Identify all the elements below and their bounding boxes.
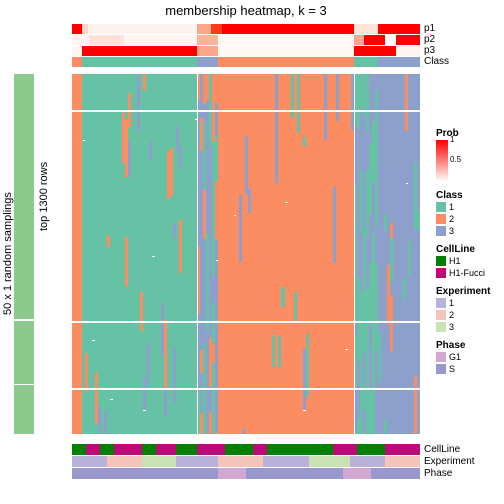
legend-title-cellline: CellLine: [436, 244, 475, 255]
bottom-annotation-cellline: [72, 444, 420, 455]
bottom-annotation-label-phase: Phase: [424, 468, 452, 479]
legend-swatch: [436, 226, 446, 236]
top-annotation-label-p2: p2: [424, 34, 435, 45]
top-annotation-p1: [72, 24, 420, 34]
top-annotation-p3: [72, 46, 420, 56]
legend-swatch: [436, 364, 446, 374]
legend-swatch: [436, 256, 446, 266]
legend-label: 3: [449, 322, 454, 332]
legend-label: 2: [449, 310, 454, 320]
legend-item-cellline: H1: [436, 256, 461, 266]
legend-swatch: [436, 268, 446, 278]
top-annotation-label-p1: p1: [424, 23, 435, 34]
legend-item-cellline: H1-Fucci: [436, 268, 485, 278]
legend-title-experiment: Experiment: [436, 286, 490, 297]
legend-label: G1: [449, 352, 461, 362]
heatmap-body: [72, 74, 420, 434]
legend-label: H1-Fucci: [449, 268, 485, 278]
bottom-annotation-label-cellline: CellLine: [424, 444, 460, 455]
legend-label: 1: [449, 202, 454, 212]
legend-item-class: 2: [436, 214, 454, 224]
legend-title-prob: Prob: [436, 128, 459, 139]
top-annotation-label-p3: p3: [424, 45, 435, 56]
top-annotation-class: [72, 57, 420, 67]
legend-item-phase: G1: [436, 352, 461, 362]
left-dendro-block: [14, 74, 34, 319]
bottom-annotation-phase: [72, 468, 420, 479]
legend-swatch: [436, 202, 446, 212]
top-annotation-label-class: Class: [424, 56, 449, 67]
legend-label: S: [449, 364, 455, 374]
top-annotation-p2: [72, 35, 420, 45]
legend-item-class: 3: [436, 226, 454, 236]
legend-prob-tick: 0.5: [450, 155, 461, 164]
legend-label: 2: [449, 214, 454, 224]
legend-swatch: [436, 322, 446, 332]
legend-title-phase: Phase: [436, 340, 465, 351]
legend-item-class: 1: [436, 202, 454, 212]
left-dendro-block: [14, 321, 34, 384]
legend-swatch: [436, 214, 446, 224]
legend-swatch: [436, 352, 446, 362]
legend-label: H1: [449, 256, 461, 266]
legend-swatch: [436, 310, 446, 320]
legend-item-phase: S: [436, 364, 455, 374]
legend-swatch: [436, 298, 446, 308]
bottom-annotation-experiment: [72, 456, 420, 467]
legend-prob-gradient: [436, 140, 448, 180]
ylabel-samplings: 50 x 1 random samplings: [2, 184, 14, 324]
legend-prob-tick: 1: [450, 135, 454, 144]
chart-title: membership heatmap, k = 3: [72, 3, 420, 18]
bottom-annotation-label-experiment: Experiment: [424, 456, 475, 467]
left-dendro-block: [14, 385, 34, 434]
legend-item-experiment: 3: [436, 322, 454, 332]
legend-label: 3: [449, 226, 454, 236]
ylabel-rows: top 1300 rows: [38, 146, 50, 246]
legend-item-experiment: 2: [436, 310, 454, 320]
legend-item-experiment: 1: [436, 298, 454, 308]
legend-label: 1: [449, 298, 454, 308]
legend-title-class: Class: [436, 190, 463, 201]
